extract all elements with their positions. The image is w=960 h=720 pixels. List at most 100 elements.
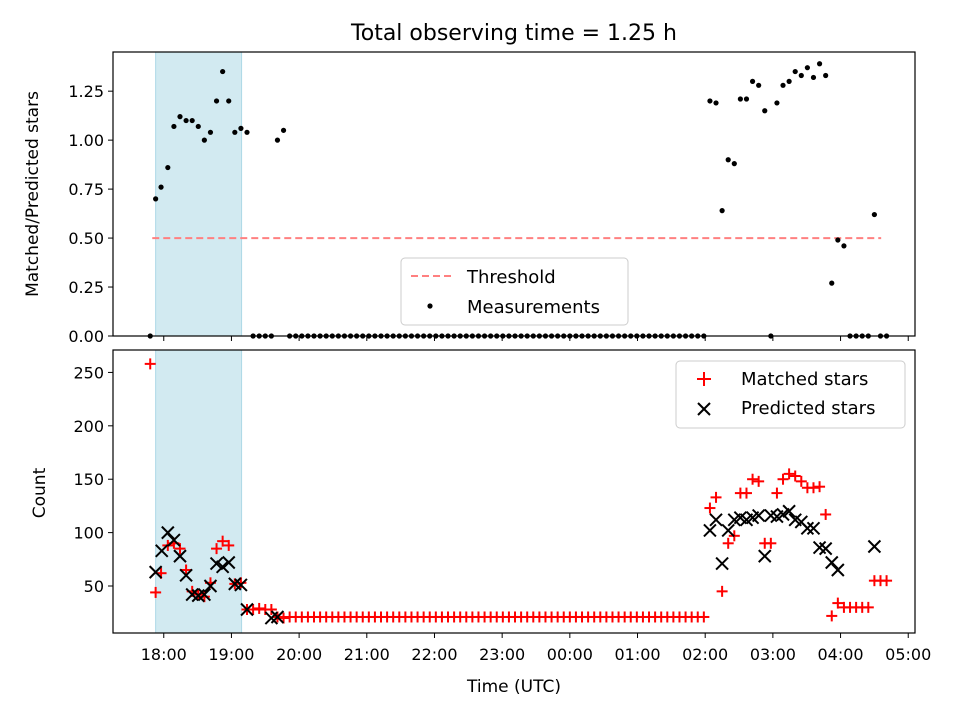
predicted-point [155, 544, 169, 558]
matched-point [722, 537, 734, 549]
y-tick-label: 0.00 [68, 327, 104, 346]
measurement-point [743, 96, 750, 102]
measurement-point [153, 196, 159, 202]
measurement-point [165, 164, 171, 171]
measurement-point [158, 184, 164, 190]
predicted-point [179, 568, 193, 583]
x-tick-label: 21:00 [344, 645, 390, 664]
legend: Matched stars Predicted stars [675, 360, 906, 429]
y-axis-label: Matched/Predicted stars [23, 91, 43, 297]
predicted-point [240, 602, 254, 617]
x-tick-label: 02:00 [682, 645, 728, 664]
matched-point [144, 358, 156, 370]
measurement-point [213, 98, 220, 104]
measurement-point [280, 127, 287, 133]
y-tick-label: 200 [73, 417, 104, 436]
matched-point [881, 575, 893, 587]
y-tick-label: 250 [73, 363, 104, 382]
measurement-point [829, 280, 835, 286]
matched-point [862, 601, 874, 613]
matched-point [223, 539, 235, 551]
matched-point [704, 502, 716, 514]
measurement-point [871, 211, 877, 218]
legend-threshold-label: Threshold [466, 267, 556, 288]
measurement-point [756, 82, 762, 88]
predicted-point [703, 523, 717, 538]
predicted-points-layer [148, 504, 882, 625]
predicted-point [818, 541, 833, 556]
measurement-point [762, 108, 768, 114]
matched-point [832, 597, 844, 609]
measurement-point [841, 243, 847, 249]
predicted-point [721, 523, 735, 538]
x-tick-label: 01:00 [614, 645, 660, 664]
measurement-point [719, 208, 725, 214]
measurement-point [707, 98, 713, 104]
x-ticks: 18:00 19:00 20:00 21:00 22:00 23:00 00:00 01:00… [141, 633, 931, 664]
matched-point [180, 564, 192, 576]
y-tick-label: 0.75 [68, 180, 104, 199]
measurement-point [201, 137, 207, 143]
measurement-point [816, 61, 823, 67]
predicted-point [715, 556, 729, 571]
x-ticks [163, 336, 909, 341]
predicted-point [173, 549, 187, 563]
legend-matched-swatch [697, 372, 711, 386]
measurement-point [792, 68, 798, 75]
measurement-point [207, 129, 214, 135]
x-tick-label: 23:00 [479, 645, 525, 664]
y-tick-label: 0.25 [68, 278, 104, 297]
legend-measurements-label: Measurements [467, 297, 600, 318]
y-tick-label: 150 [73, 470, 104, 489]
highlight-span-layer [155, 51, 243, 337]
predicted-point [806, 521, 821, 536]
matched-point [747, 473, 759, 485]
measurement-point [274, 137, 281, 143]
highlight-span-layer [155, 349, 243, 634]
measurement-point [737, 96, 743, 102]
x-tick-label: 19:00 [208, 645, 254, 664]
measurement-point [749, 78, 756, 84]
measurement-point [774, 100, 780, 106]
y-ticks: 0.00 0.25 0.50 0.75 1.00 1.25 [68, 82, 113, 346]
measurement-point [244, 129, 250, 135]
predicted-point [203, 579, 218, 593]
matched-point [716, 585, 728, 597]
predicted-point [709, 513, 723, 527]
measurement-point [183, 117, 189, 124]
axes-frame [112, 51, 916, 337]
legend-matched-label: Matched stars [741, 369, 868, 390]
x-tick-label: 03:00 [750, 645, 796, 664]
matched-point [820, 508, 832, 520]
chart-title: Total observing time = 1.25 h [350, 21, 677, 46]
y-tick-label: 50 [84, 577, 104, 596]
x-tick-label: 18:00 [141, 645, 187, 664]
matched-point [150, 586, 162, 598]
y-tick-label: 0.50 [68, 229, 104, 248]
measurement-point [171, 123, 177, 130]
highlight-span [155, 349, 243, 634]
measurement-point [232, 129, 238, 135]
legend-box [675, 360, 906, 429]
legend-box [400, 257, 629, 326]
y-axis-label: Count [30, 467, 50, 518]
measurement-point [835, 237, 841, 243]
predicted-point [222, 555, 236, 570]
predicted-point [197, 587, 212, 602]
x-tick-label: 00:00 [547, 645, 593, 664]
x-tick-label: 22:00 [411, 645, 457, 664]
legend-predicted-swatch [697, 402, 711, 416]
predicted-point [758, 549, 772, 563]
matched-point [217, 535, 229, 547]
x-tick-label: 20:00 [276, 645, 322, 664]
points-layer [147, 61, 890, 339]
measurement-point [810, 74, 817, 81]
x-tick-label: 04:00 [817, 645, 863, 664]
x-axis-label: Time (UTC) [466, 677, 561, 697]
measurement-point [780, 82, 786, 88]
measurement-point [713, 100, 719, 106]
matched-point [807, 482, 819, 494]
predicted-point [234, 578, 248, 592]
ratio-panel: Total observing time = 1.25 h 0.00 0.25 0.… [23, 21, 916, 346]
predicted-point [751, 508, 766, 523]
